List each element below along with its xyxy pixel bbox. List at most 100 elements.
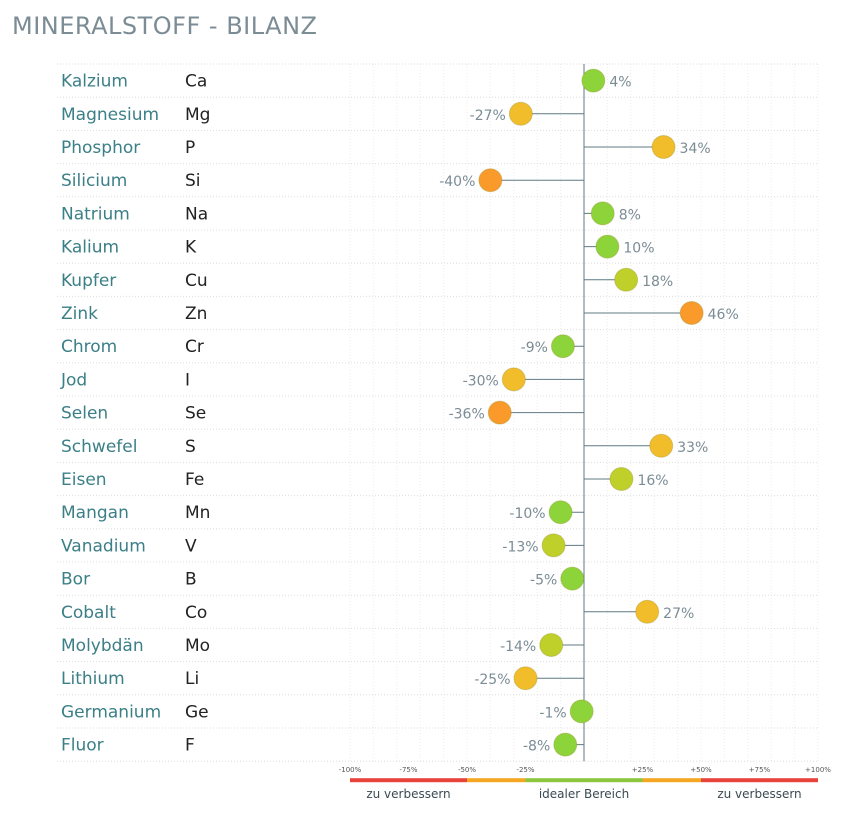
value-label: -13% bbox=[502, 539, 538, 555]
band-segment bbox=[642, 778, 701, 783]
value-label: -30% bbox=[463, 373, 499, 389]
mineral-name: Bor bbox=[61, 570, 90, 590]
value-label: -25% bbox=[474, 672, 510, 688]
value-dot[interactable] bbox=[487, 400, 512, 425]
value-dot[interactable] bbox=[553, 732, 578, 757]
mineral-symbol: Li bbox=[185, 669, 199, 689]
value-dot[interactable] bbox=[590, 201, 615, 226]
value-label: -14% bbox=[500, 639, 536, 655]
mineral-symbol: S bbox=[185, 437, 196, 457]
mineral-name: Chrom bbox=[61, 337, 117, 357]
mineral-name: Lithium bbox=[61, 669, 125, 689]
mineral-symbol: F bbox=[185, 736, 195, 756]
value-label: -5% bbox=[530, 573, 557, 589]
band-segment bbox=[467, 778, 526, 783]
band-label: zu verbessern bbox=[366, 787, 450, 801]
band-label: zu verbessern bbox=[717, 787, 801, 801]
value-dot[interactable] bbox=[513, 666, 538, 691]
band-label: idealer Bereich bbox=[539, 787, 629, 801]
mineral-name: Schwefel bbox=[61, 437, 137, 457]
value-dot[interactable] bbox=[581, 68, 606, 93]
value-dot[interactable] bbox=[614, 267, 639, 292]
band-segment bbox=[350, 778, 467, 783]
mineral-symbol: Ge bbox=[185, 702, 209, 722]
axis-tick-label: +25% bbox=[632, 766, 654, 774]
mineral-name: Germanium bbox=[61, 702, 161, 722]
mineral-symbol: Ca bbox=[185, 72, 207, 92]
value-dot[interactable] bbox=[679, 301, 704, 325]
mineral-symbol: Mo bbox=[185, 636, 210, 656]
band-segment bbox=[525, 778, 643, 783]
value-dot[interactable] bbox=[508, 101, 533, 126]
mineral-name: Zink bbox=[61, 304, 98, 324]
mineral-name: Silicium bbox=[61, 171, 127, 191]
axis-tick-label: +50% bbox=[690, 766, 712, 774]
mineral-symbol: Si bbox=[185, 171, 201, 191]
mineral-name: Cobalt bbox=[61, 603, 116, 623]
axis-tick-label: -100% bbox=[339, 766, 362, 774]
value-dot[interactable] bbox=[539, 633, 564, 657]
value-label: 10% bbox=[623, 241, 654, 257]
mineral-symbol: K bbox=[185, 238, 197, 258]
value-dot[interactable] bbox=[569, 699, 594, 724]
value-dot[interactable] bbox=[635, 599, 660, 624]
mineral-symbol: I bbox=[185, 370, 190, 390]
value-label: -9% bbox=[521, 340, 548, 356]
mineral-symbol: Cr bbox=[185, 337, 204, 357]
mineral-symbol: Mn bbox=[185, 503, 210, 523]
value-label: 16% bbox=[637, 473, 668, 489]
axis-tick-label: -50% bbox=[458, 766, 476, 774]
axis-tick-label: +75% bbox=[749, 766, 771, 774]
mineral-name: Phosphor bbox=[61, 138, 140, 158]
mineral-name: Vanadium bbox=[61, 536, 146, 556]
mineral-symbol: Fe bbox=[185, 470, 204, 490]
value-label: 33% bbox=[677, 440, 708, 456]
mineral-name: Fluor bbox=[61, 736, 104, 756]
mineral-name: Kalium bbox=[61, 238, 119, 258]
value-dot[interactable] bbox=[541, 533, 566, 558]
value-dot[interactable] bbox=[478, 168, 503, 193]
value-label: 8% bbox=[619, 207, 641, 223]
mineral-name: Mangan bbox=[61, 503, 129, 523]
band-segment bbox=[701, 778, 818, 783]
mineral-symbol: B bbox=[185, 570, 197, 590]
value-dot[interactable] bbox=[595, 234, 620, 259]
value-label: 27% bbox=[663, 606, 694, 622]
axis-tick-label: -75% bbox=[399, 766, 417, 774]
mineral-name: Natrium bbox=[61, 204, 130, 224]
mineral-name: Kupfer bbox=[61, 271, 116, 291]
value-label: -8% bbox=[523, 739, 550, 755]
mineral-symbol: V bbox=[185, 536, 197, 556]
value-label: 34% bbox=[680, 141, 711, 157]
mineral-name: Eisen bbox=[61, 470, 107, 490]
mineral-name: Selen bbox=[61, 404, 108, 424]
value-dot[interactable] bbox=[550, 334, 575, 359]
value-dot[interactable] bbox=[501, 367, 526, 392]
mineral-symbol: Cu bbox=[185, 271, 208, 291]
mineral-symbol: Zn bbox=[185, 304, 207, 324]
value-dot[interactable] bbox=[649, 433, 674, 458]
value-label: -40% bbox=[439, 174, 475, 190]
mineral-name: Jod bbox=[60, 370, 87, 390]
value-dot[interactable] bbox=[609, 467, 634, 491]
value-label: -1% bbox=[539, 705, 566, 721]
mineral-symbol: Se bbox=[185, 404, 206, 424]
value-dot[interactable] bbox=[548, 500, 573, 525]
value-label: 46% bbox=[708, 307, 739, 323]
mineral-symbol: Mg bbox=[185, 105, 210, 125]
mineral-name: Molybdän bbox=[61, 636, 144, 656]
mineral-name: Kalzium bbox=[61, 72, 128, 92]
mineral-name: Magnesium bbox=[61, 105, 159, 125]
value-label: 4% bbox=[609, 75, 631, 91]
value-label: 18% bbox=[642, 274, 673, 290]
chart-title: MINERALSTOFF - BILANZ bbox=[12, 12, 318, 40]
value-label: -10% bbox=[509, 506, 545, 522]
value-dot[interactable] bbox=[651, 135, 676, 159]
value-label: -27% bbox=[470, 108, 506, 124]
value-dot[interactable] bbox=[560, 566, 585, 591]
mineral-symbol: Co bbox=[185, 603, 207, 623]
mineral-symbol: P bbox=[185, 138, 195, 158]
axis-tick-label: +100% bbox=[805, 766, 831, 774]
mineral-symbol: Na bbox=[185, 204, 208, 224]
